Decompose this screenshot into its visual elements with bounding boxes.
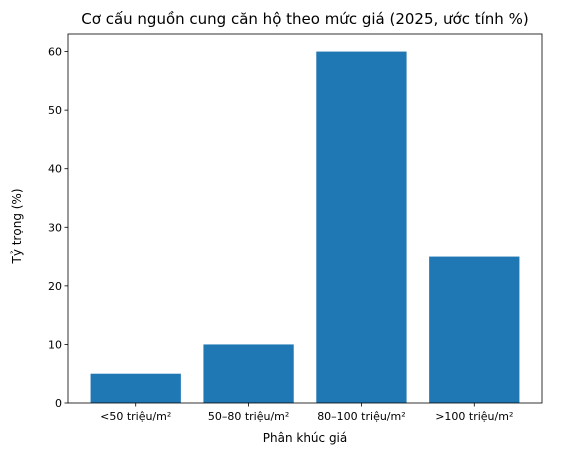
y-axis-label: Tỷ trọng (%) xyxy=(10,188,24,264)
x-tick-label-0: <50 triệu/m² xyxy=(100,410,171,423)
plot-area: 0 10 20 30 40 50 60 <50 triệu/m² 50–80 triệu/m² 8… xyxy=(48,33,543,423)
y-tick-label-4: 40 xyxy=(48,163,62,176)
x-tick-label-2: 80–100 triệu/m² xyxy=(317,410,405,423)
y-tick-label-2: 20 xyxy=(48,280,62,293)
x-tick-label-3: >100 triệu/m² xyxy=(435,410,513,423)
x-axis-label: Phân khúc giá xyxy=(263,431,348,445)
bar-3 xyxy=(429,256,520,403)
chart-title: Cơ cấu nguồn cung căn hộ theo mức giá (2… xyxy=(81,10,528,28)
bar-1 xyxy=(203,344,294,403)
y-tick-label-1: 10 xyxy=(48,338,62,351)
bar-0 xyxy=(90,373,181,403)
y-tick-label-0: 0 xyxy=(55,397,62,410)
y-tick-label-3: 30 xyxy=(48,221,62,234)
bar-2 xyxy=(316,51,407,403)
axes-frame xyxy=(67,33,543,404)
y-tick-label-6: 60 xyxy=(48,46,62,59)
y-tick-label-5: 50 xyxy=(48,104,62,117)
x-tick-label-1: 50–80 triệu/m² xyxy=(208,410,289,423)
